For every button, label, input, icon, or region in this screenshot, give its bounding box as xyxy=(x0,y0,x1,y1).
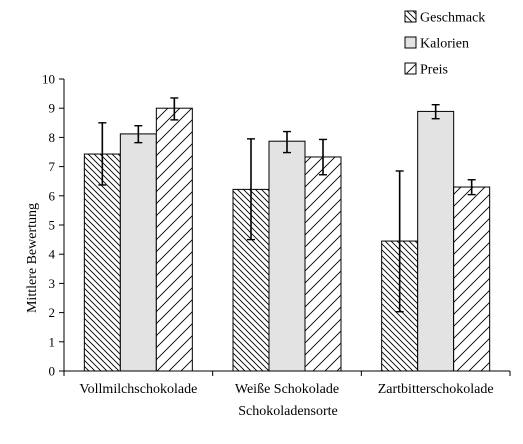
y-tick-label: 9 xyxy=(49,101,56,116)
x-category-label: Weiße Schokolade xyxy=(235,382,339,397)
legend-label-preis: Preis xyxy=(420,63,448,78)
legend-label-geschmack: Geschmack xyxy=(420,11,485,26)
error-bars-layer xyxy=(98,97,476,313)
x-category-label: Vollmilchschokolade xyxy=(79,382,197,397)
x-category-label: Zartbitterschokolade xyxy=(378,382,494,397)
legend: Geschmack Kalorien Preis xyxy=(404,10,485,78)
bar-kalorien xyxy=(119,133,157,372)
bars-layer xyxy=(83,107,491,372)
bar-preis xyxy=(453,186,491,372)
y-tick-label: 4 xyxy=(49,247,56,262)
legend-swatch-geschmack xyxy=(404,10,417,23)
y-axis-title: Mittlere Bewertung xyxy=(25,203,40,313)
legend-swatch-preis xyxy=(404,62,417,75)
y-tick-label: 10 xyxy=(42,72,55,87)
y-tick-label: 8 xyxy=(49,130,56,145)
y-tick-label: 0 xyxy=(49,364,56,379)
bar-kalorien xyxy=(417,110,455,372)
bar-preis xyxy=(155,107,193,372)
x-axis-title: Schokoladensorte xyxy=(238,404,338,419)
y-tick-label: 2 xyxy=(49,305,56,320)
y-tick-label: 3 xyxy=(49,276,56,291)
y-tick-label: 1 xyxy=(49,334,56,349)
y-tick-label: 7 xyxy=(49,159,56,174)
bar-preis xyxy=(304,156,342,372)
axes-layer: 0 1 2 3 4 5 6 7 8 9 10 Vollmilchschokolade Weiße Sch… xyxy=(42,72,511,397)
bar-geschmack xyxy=(83,153,121,372)
y-tick-label: 5 xyxy=(49,218,56,233)
bar-kalorien xyxy=(268,140,306,372)
y-tick-label: 6 xyxy=(49,188,56,203)
legend-label-kalorien: Kalorien xyxy=(420,37,469,52)
legend-swatch-kalorien xyxy=(404,36,417,49)
